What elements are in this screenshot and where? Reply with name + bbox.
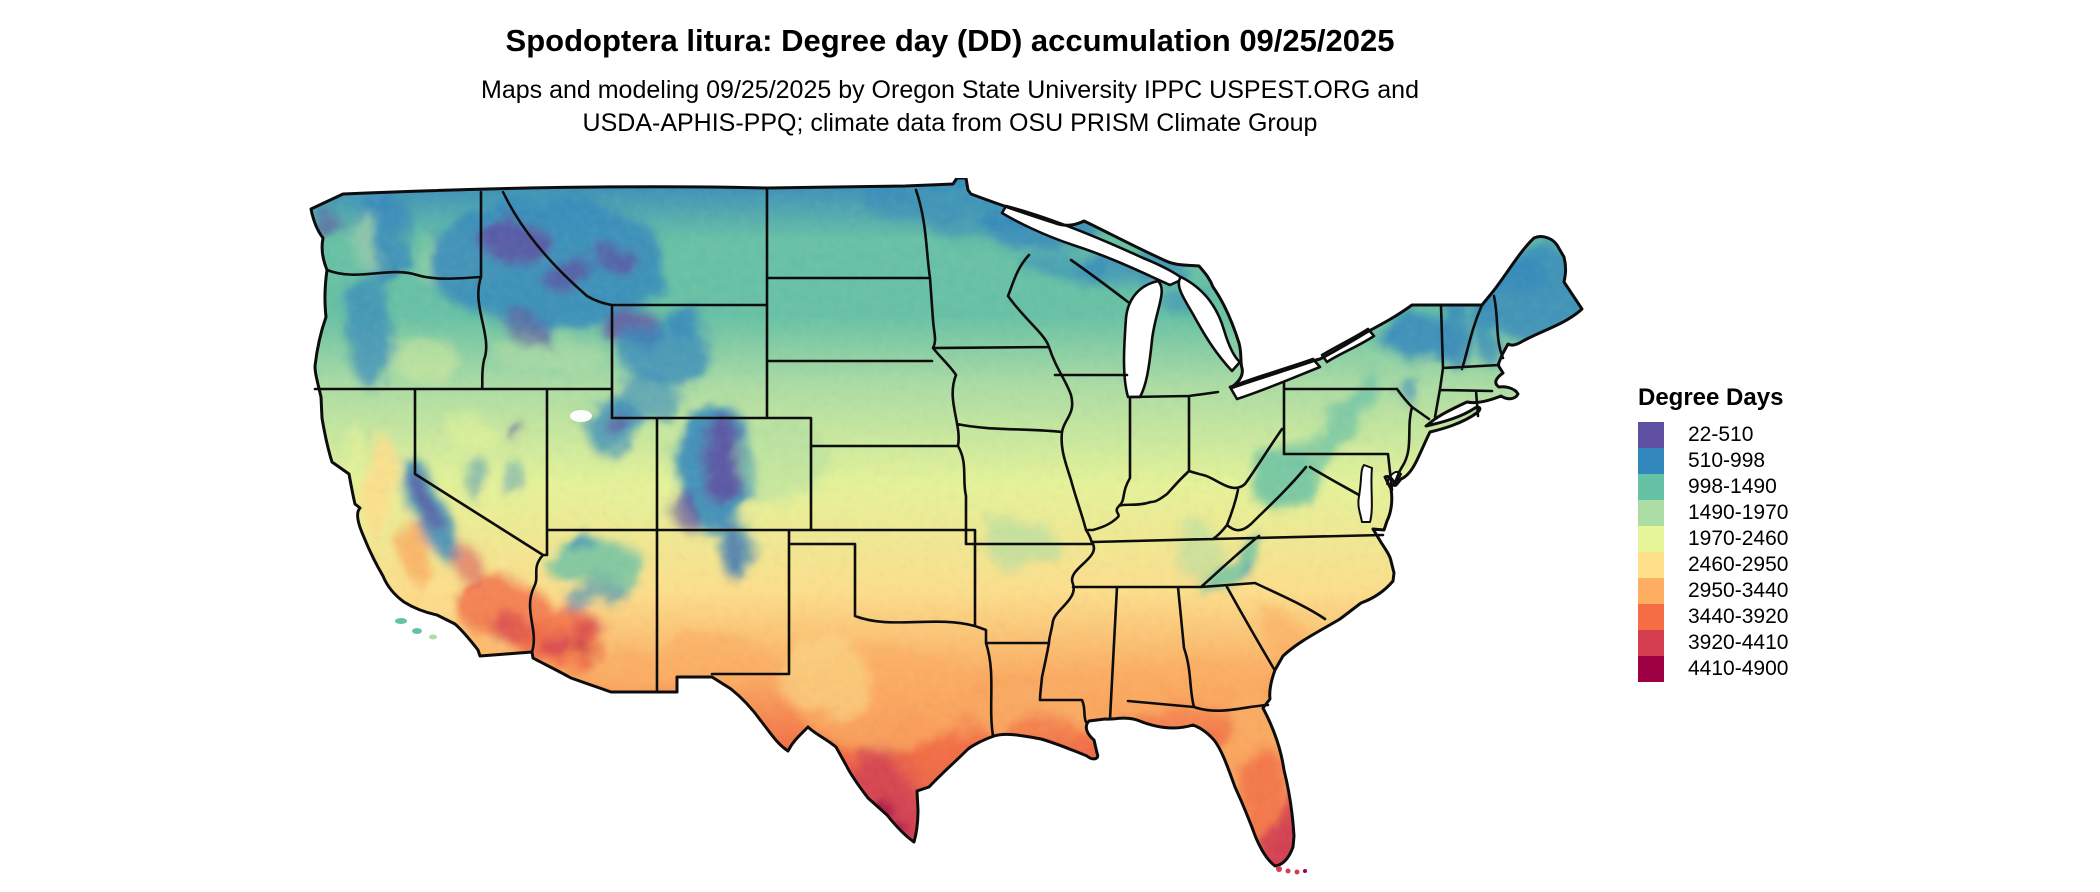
legend-swatch xyxy=(1638,656,1664,682)
legend-swatch xyxy=(1638,552,1664,578)
page-title: Spodoptera litura: Degree day (DD) accum… xyxy=(505,23,1395,58)
legend-swatch xyxy=(1638,578,1664,604)
chesapeake-bay xyxy=(1357,464,1373,523)
legend-label: 1970-2460 xyxy=(1688,527,1789,550)
subtitle-line-1: Maps and modeling 09/25/2025 by Oregon S… xyxy=(481,76,1419,104)
legend-label: 998-1490 xyxy=(1688,475,1777,498)
florida-keys xyxy=(1276,866,1282,872)
legend-swatch xyxy=(1638,422,1664,448)
legend-swatch xyxy=(1638,500,1664,526)
legend-label: 1490-1970 xyxy=(1688,501,1789,524)
map-container xyxy=(265,176,1605,880)
legend-swatch xyxy=(1638,448,1664,474)
legend-swatch xyxy=(1638,526,1664,552)
legend-label: 3920-4410 xyxy=(1688,631,1789,654)
legend-label-column: 22-510 510-998 998-1490 1490-1970 1970-2… xyxy=(1688,422,1788,682)
legend-label: 2950-3440 xyxy=(1688,579,1789,602)
state-borders xyxy=(313,188,1505,738)
conus-degree-day-map xyxy=(309,176,1584,875)
legend-label: 3440-3920 xyxy=(1688,605,1789,628)
legend-label: 22-510 xyxy=(1688,423,1754,446)
legend-swatch xyxy=(1638,630,1664,656)
lake-erie xyxy=(1228,357,1322,401)
great-salt-lake xyxy=(570,410,592,422)
header: Spodoptera litura: Degree day (DD) accum… xyxy=(0,22,1900,140)
legend-label: 4410-4900 xyxy=(1688,657,1789,680)
legend-label: 2460-2950 xyxy=(1688,553,1789,576)
subtitle: Maps and modeling 09/25/2025 by Oregon S… xyxy=(0,74,1900,140)
islands-layer xyxy=(395,618,1307,875)
legend-title: Degree Days xyxy=(1638,384,1784,411)
legend-swatch-column xyxy=(1638,422,1664,682)
subtitle-line-2: USDA-APHIS-PPQ; climate data from OSU PR… xyxy=(582,109,1318,137)
legend-swatch xyxy=(1638,604,1664,630)
legend-swatch xyxy=(1638,474,1664,500)
legend: Degree Days 22-510 510-998 998-1490 1490… xyxy=(1638,384,1788,682)
lake-superior xyxy=(1000,204,1185,287)
lake-huron xyxy=(1177,275,1242,373)
legend-label: 510-998 xyxy=(1688,449,1766,472)
